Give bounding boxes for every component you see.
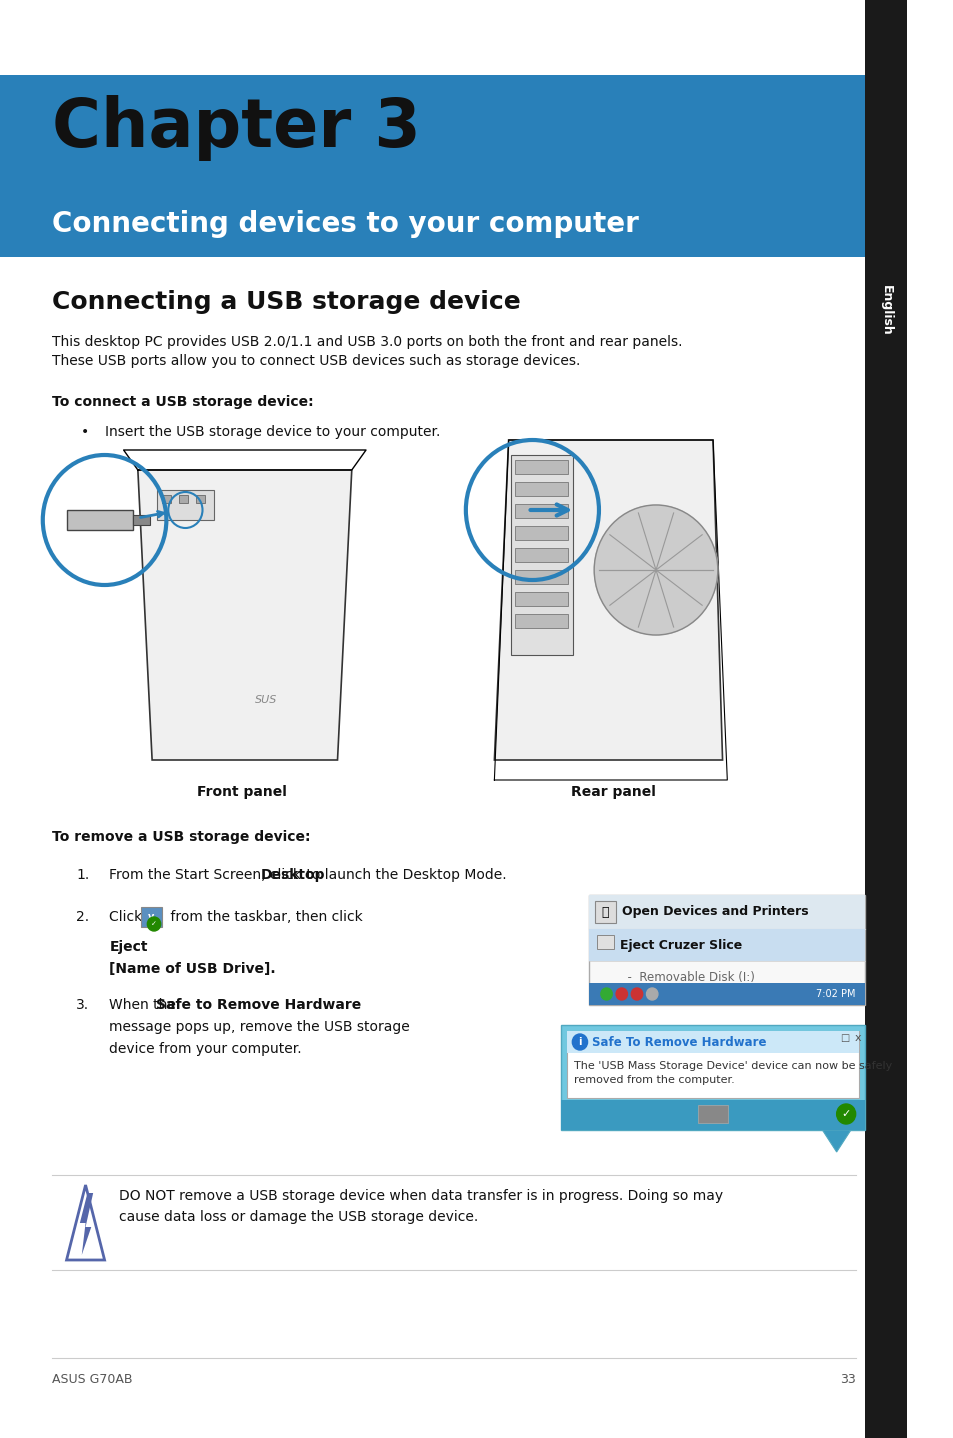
- Text: [Name of USB Drive].: [Name of USB Drive].: [110, 962, 275, 976]
- Circle shape: [147, 917, 160, 930]
- Text: When the: When the: [110, 998, 180, 1012]
- Bar: [560, 1025, 864, 1130]
- Circle shape: [646, 988, 658, 999]
- Bar: [511, 454, 573, 654]
- Bar: [67, 510, 133, 531]
- Circle shape: [836, 1104, 855, 1125]
- Text: The 'USB Mass Storage Device' device can now be safely
removed from the computer: The 'USB Mass Storage Device' device can…: [574, 1061, 892, 1086]
- Text: ✓: ✓: [151, 920, 157, 928]
- Text: 7:02 PM: 7:02 PM: [816, 989, 855, 999]
- Text: Front panel: Front panel: [197, 785, 287, 800]
- Polygon shape: [494, 440, 721, 761]
- Bar: [589, 984, 864, 1005]
- Bar: [515, 592, 567, 605]
- Text: •: •: [81, 426, 89, 439]
- Bar: [515, 614, 567, 628]
- Text: device from your computer.: device from your computer.: [110, 1043, 302, 1055]
- Bar: [515, 569, 567, 584]
- Text: Rear panel: Rear panel: [570, 785, 655, 800]
- Text: to launch the Desktop Mode.: to launch the Desktop Mode.: [302, 869, 506, 881]
- Text: This desktop PC provides USB 2.0/1.1 and USB 3.0 ports on both the front and rea: This desktop PC provides USB 2.0/1.1 and…: [52, 335, 682, 368]
- Text: v: v: [148, 912, 154, 922]
- Circle shape: [600, 988, 612, 999]
- Polygon shape: [80, 1194, 93, 1255]
- Text: 2.: 2.: [76, 910, 89, 925]
- Text: 🖨: 🖨: [601, 906, 609, 919]
- Bar: [515, 503, 567, 518]
- Text: Insert the USB storage device to your computer.: Insert the USB storage device to your co…: [105, 426, 439, 439]
- Text: 1.: 1.: [76, 869, 90, 881]
- Bar: [161, 495, 171, 503]
- Text: DO NOT remove a USB storage device when data transfer is in progress. Doing so m: DO NOT remove a USB storage device when …: [119, 1189, 722, 1224]
- Bar: [864, 0, 906, 1438]
- Bar: [140, 907, 161, 928]
- Text: x: x: [853, 1032, 860, 1043]
- Bar: [589, 894, 864, 929]
- Bar: [0, 75, 864, 257]
- Text: 3.: 3.: [76, 998, 89, 1012]
- Text: Desktop: Desktop: [261, 869, 325, 881]
- Circle shape: [631, 988, 642, 999]
- Text: Eject: Eject: [110, 940, 148, 953]
- Bar: [195, 495, 205, 503]
- Text: Safe to Remove Hardware: Safe to Remove Hardware: [156, 998, 361, 1012]
- Text: 33: 33: [839, 1373, 855, 1386]
- Text: -  Removable Disk (I:): - Removable Disk (I:): [619, 971, 754, 984]
- Bar: [515, 548, 567, 562]
- Bar: [589, 929, 864, 961]
- Bar: [178, 495, 188, 503]
- Text: Chapter 3: Chapter 3: [52, 95, 420, 161]
- Circle shape: [594, 505, 717, 636]
- Bar: [566, 1031, 859, 1053]
- Bar: [595, 902, 616, 923]
- Bar: [133, 515, 150, 525]
- Bar: [560, 1100, 864, 1130]
- Text: Connecting devices to your computer: Connecting devices to your computer: [52, 210, 639, 239]
- Bar: [566, 1031, 859, 1099]
- Text: Click: Click: [110, 910, 147, 925]
- Text: Connecting a USB storage device: Connecting a USB storage device: [52, 290, 520, 313]
- Bar: [515, 526, 567, 541]
- Bar: [697, 1104, 727, 1123]
- Text: English: English: [879, 285, 892, 335]
- Text: Safe To Remove Hardware: Safe To Remove Hardware: [592, 1035, 766, 1048]
- Text: Eject Cruzer Slice: Eject Cruzer Slice: [619, 939, 741, 952]
- Text: To connect a USB storage device:: To connect a USB storage device:: [52, 395, 314, 408]
- Text: ASUS G70AB: ASUS G70AB: [52, 1373, 132, 1386]
- Bar: [597, 935, 614, 949]
- Text: Open Devices and Printers: Open Devices and Printers: [621, 906, 807, 919]
- Circle shape: [616, 988, 627, 999]
- Bar: [515, 482, 567, 496]
- Text: from the taskbar, then click: from the taskbar, then click: [166, 910, 367, 925]
- Text: To remove a USB storage device:: To remove a USB storage device:: [52, 830, 311, 844]
- Polygon shape: [67, 1185, 105, 1260]
- Polygon shape: [821, 1130, 850, 1152]
- Bar: [515, 460, 567, 475]
- Text: From the Start Screen, click: From the Start Screen, click: [110, 869, 305, 881]
- Circle shape: [572, 1034, 587, 1050]
- Text: ✓: ✓: [841, 1109, 850, 1119]
- Text: message pops up, remove the USB storage: message pops up, remove the USB storage: [110, 1020, 410, 1034]
- Polygon shape: [138, 470, 352, 761]
- Bar: [156, 490, 213, 521]
- Bar: [589, 894, 864, 1005]
- Text: □: □: [839, 1032, 848, 1043]
- Text: SUS: SUS: [254, 695, 277, 705]
- Text: i: i: [578, 1037, 581, 1047]
